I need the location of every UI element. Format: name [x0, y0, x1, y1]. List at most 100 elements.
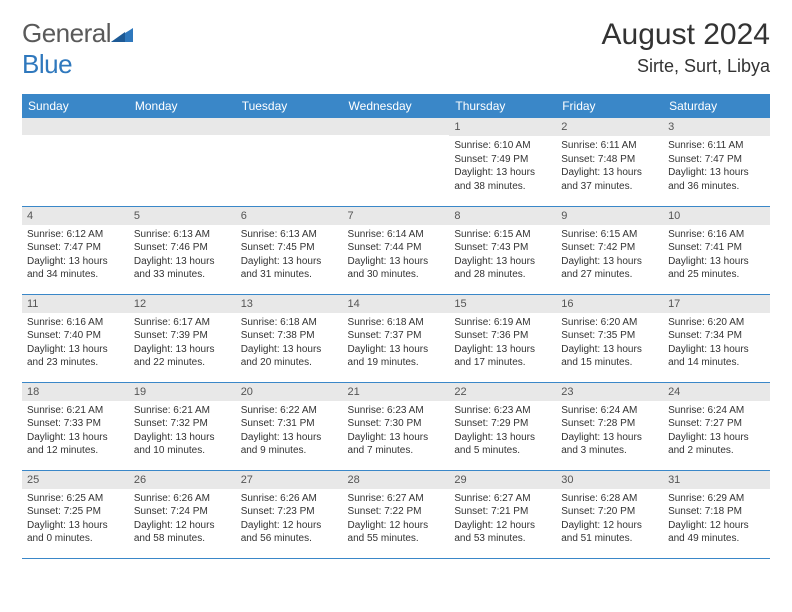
calendar-day-cell: 17Sunrise: 6:20 AMSunset: 7:34 PMDayligh… [663, 294, 770, 382]
day-number: 25 [22, 471, 129, 489]
sunrise-text: Sunrise: 6:18 AM [348, 316, 445, 330]
daylight-text: Daylight: 13 hours and 20 minutes. [241, 343, 338, 370]
weekday-wednesday: Wednesday [343, 94, 450, 118]
day-number: 26 [129, 471, 236, 489]
calendar-day-cell: 12Sunrise: 6:17 AMSunset: 7:39 PMDayligh… [129, 294, 236, 382]
day-number [236, 118, 343, 135]
sunset-text: Sunset: 7:41 PM [668, 241, 765, 255]
calendar-week-row: 18Sunrise: 6:21 AMSunset: 7:33 PMDayligh… [22, 382, 770, 470]
sunset-text: Sunset: 7:24 PM [134, 505, 231, 519]
sunrise-text: Sunrise: 6:27 AM [348, 492, 445, 506]
day-details: Sunrise: 6:26 AMSunset: 7:23 PMDaylight:… [236, 489, 343, 551]
brand-logo: GeneralBlue [22, 18, 133, 80]
sunset-text: Sunset: 7:23 PM [241, 505, 338, 519]
sunset-text: Sunset: 7:46 PM [134, 241, 231, 255]
daylight-text: Daylight: 13 hours and 9 minutes. [241, 431, 338, 458]
sunrise-text: Sunrise: 6:23 AM [454, 404, 551, 418]
day-number: 13 [236, 295, 343, 313]
daylight-text: Daylight: 13 hours and 10 minutes. [134, 431, 231, 458]
calendar-day-cell: 6Sunrise: 6:13 AMSunset: 7:45 PMDaylight… [236, 206, 343, 294]
calendar-day-cell [129, 118, 236, 206]
sunrise-text: Sunrise: 6:24 AM [561, 404, 658, 418]
sunset-text: Sunset: 7:27 PM [668, 417, 765, 431]
day-details: Sunrise: 6:14 AMSunset: 7:44 PMDaylight:… [343, 225, 450, 287]
day-details: Sunrise: 6:13 AMSunset: 7:45 PMDaylight:… [236, 225, 343, 287]
calendar-day-cell: 9Sunrise: 6:15 AMSunset: 7:42 PMDaylight… [556, 206, 663, 294]
daylight-text: Daylight: 13 hours and 2 minutes. [668, 431, 765, 458]
calendar-day-cell: 10Sunrise: 6:16 AMSunset: 7:41 PMDayligh… [663, 206, 770, 294]
calendar-day-cell: 11Sunrise: 6:16 AMSunset: 7:40 PMDayligh… [22, 294, 129, 382]
day-details: Sunrise: 6:19 AMSunset: 7:36 PMDaylight:… [449, 313, 556, 375]
calendar-day-cell: 19Sunrise: 6:21 AMSunset: 7:32 PMDayligh… [129, 382, 236, 470]
day-details: Sunrise: 6:29 AMSunset: 7:18 PMDaylight:… [663, 489, 770, 551]
calendar-week-row: 25Sunrise: 6:25 AMSunset: 7:25 PMDayligh… [22, 470, 770, 558]
daylight-text: Daylight: 13 hours and 37 minutes. [561, 166, 658, 193]
sunset-text: Sunset: 7:22 PM [348, 505, 445, 519]
sunrise-text: Sunrise: 6:15 AM [454, 228, 551, 242]
daylight-text: Daylight: 13 hours and 36 minutes. [668, 166, 765, 193]
daylight-text: Daylight: 12 hours and 53 minutes. [454, 519, 551, 546]
daylight-text: Daylight: 13 hours and 12 minutes. [27, 431, 124, 458]
weekday-saturday: Saturday [663, 94, 770, 118]
sunrise-text: Sunrise: 6:16 AM [27, 316, 124, 330]
logo-triangle-icon [111, 18, 133, 49]
day-number: 2 [556, 118, 663, 136]
day-number: 1 [449, 118, 556, 136]
sunset-text: Sunset: 7:42 PM [561, 241, 658, 255]
sunset-text: Sunset: 7:47 PM [668, 153, 765, 167]
daylight-text: Daylight: 13 hours and 7 minutes. [348, 431, 445, 458]
sunrise-text: Sunrise: 6:13 AM [134, 228, 231, 242]
calendar-day-cell: 5Sunrise: 6:13 AMSunset: 7:46 PMDaylight… [129, 206, 236, 294]
day-details: Sunrise: 6:27 AMSunset: 7:22 PMDaylight:… [343, 489, 450, 551]
day-number: 23 [556, 383, 663, 401]
sunrise-text: Sunrise: 6:28 AM [561, 492, 658, 506]
sunset-text: Sunset: 7:38 PM [241, 329, 338, 343]
sunrise-text: Sunrise: 6:18 AM [241, 316, 338, 330]
day-details: Sunrise: 6:22 AMSunset: 7:31 PMDaylight:… [236, 401, 343, 463]
daylight-text: Daylight: 13 hours and 34 minutes. [27, 255, 124, 282]
sunset-text: Sunset: 7:32 PM [134, 417, 231, 431]
calendar-day-cell: 25Sunrise: 6:25 AMSunset: 7:25 PMDayligh… [22, 470, 129, 558]
calendar-week-row: 1Sunrise: 6:10 AMSunset: 7:49 PMDaylight… [22, 118, 770, 206]
sunrise-text: Sunrise: 6:16 AM [668, 228, 765, 242]
sunrise-text: Sunrise: 6:20 AM [561, 316, 658, 330]
sunset-text: Sunset: 7:30 PM [348, 417, 445, 431]
sunrise-text: Sunrise: 6:24 AM [668, 404, 765, 418]
day-number: 30 [556, 471, 663, 489]
daylight-text: Daylight: 13 hours and 3 minutes. [561, 431, 658, 458]
day-number: 5 [129, 207, 236, 225]
sunrise-text: Sunrise: 6:22 AM [241, 404, 338, 418]
title-block: August 2024 Sirte, Surt, Libya [602, 18, 770, 77]
day-number: 3 [663, 118, 770, 136]
day-number: 4 [22, 207, 129, 225]
sunrise-text: Sunrise: 6:29 AM [668, 492, 765, 506]
calendar-table: SundayMondayTuesdayWednesdayThursdayFrid… [22, 94, 770, 559]
day-number: 27 [236, 471, 343, 489]
day-details: Sunrise: 6:21 AMSunset: 7:33 PMDaylight:… [22, 401, 129, 463]
day-number [343, 118, 450, 135]
sunrise-text: Sunrise: 6:11 AM [668, 139, 765, 153]
logo-text-general: General [22, 18, 111, 48]
day-number: 16 [556, 295, 663, 313]
day-details: Sunrise: 6:16 AMSunset: 7:41 PMDaylight:… [663, 225, 770, 287]
daylight-text: Daylight: 12 hours and 51 minutes. [561, 519, 658, 546]
day-number: 29 [449, 471, 556, 489]
day-number [129, 118, 236, 135]
day-details: Sunrise: 6:11 AMSunset: 7:47 PMDaylight:… [663, 136, 770, 198]
calendar-day-cell [22, 118, 129, 206]
calendar-day-cell: 28Sunrise: 6:27 AMSunset: 7:22 PMDayligh… [343, 470, 450, 558]
day-details: Sunrise: 6:10 AMSunset: 7:49 PMDaylight:… [449, 136, 556, 198]
day-details: Sunrise: 6:15 AMSunset: 7:42 PMDaylight:… [556, 225, 663, 287]
sunrise-text: Sunrise: 6:15 AM [561, 228, 658, 242]
daylight-text: Daylight: 13 hours and 25 minutes. [668, 255, 765, 282]
calendar-day-cell: 27Sunrise: 6:26 AMSunset: 7:23 PMDayligh… [236, 470, 343, 558]
calendar-day-cell: 29Sunrise: 6:27 AMSunset: 7:21 PMDayligh… [449, 470, 556, 558]
sunset-text: Sunset: 7:20 PM [561, 505, 658, 519]
day-details: Sunrise: 6:18 AMSunset: 7:38 PMDaylight:… [236, 313, 343, 375]
calendar-day-cell: 31Sunrise: 6:29 AMSunset: 7:18 PMDayligh… [663, 470, 770, 558]
calendar-day-cell: 7Sunrise: 6:14 AMSunset: 7:44 PMDaylight… [343, 206, 450, 294]
day-number: 8 [449, 207, 556, 225]
day-number: 14 [343, 295, 450, 313]
day-details: Sunrise: 6:26 AMSunset: 7:24 PMDaylight:… [129, 489, 236, 551]
day-number: 17 [663, 295, 770, 313]
